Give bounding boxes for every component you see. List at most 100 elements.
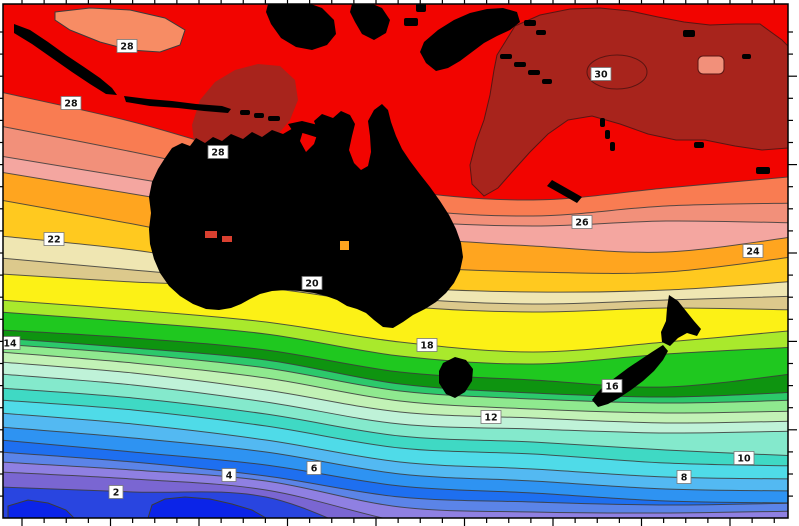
cold-pool-1 [7, 499, 75, 518]
contour-label-box [60, 96, 82, 110]
contour-line-12 [3, 361, 788, 424]
contour-line-6 [3, 439, 788, 504]
contour-line-13 [3, 351, 788, 414]
contour-label-value: 24 [746, 247, 760, 258]
land-island-speck-3 [742, 54, 751, 59]
land-tasmania [439, 357, 473, 398]
contour-label-box [416, 338, 438, 352]
contour-label-28: 28 [60, 96, 82, 110]
contour-label-8: 8 [676, 470, 692, 484]
land-solomon-2 [514, 62, 526, 67]
land-solomon-4 [542, 79, 552, 84]
contour-label-box [480, 410, 502, 424]
contour-label-box [306, 461, 322, 475]
contour-label-box [733, 451, 755, 465]
contour-label-box [601, 379, 623, 393]
land-halmahera [404, 18, 418, 26]
contour-line-8 [3, 412, 788, 480]
contour-line-11 [3, 373, 788, 434]
contour-label-box [108, 485, 124, 499]
contour-label-value: 14 [3, 339, 17, 350]
land-java [124, 96, 231, 113]
land-morotai [416, 4, 426, 12]
lake-eyre-anomaly [340, 241, 349, 250]
land-timor [288, 121, 344, 143]
land-lesser-sunda-3 [268, 116, 280, 121]
cold-pool-2 [147, 496, 268, 518]
contour-label-20: 20 [301, 276, 323, 290]
contour-label-box [221, 468, 237, 482]
contour-line-7 [3, 426, 788, 492]
contour-label-value: 4 [226, 471, 233, 482]
warm-pool-cool-spot [697, 55, 725, 75]
land-new-zealand-north-island [661, 295, 701, 346]
contour-label-value: 26 [575, 218, 589, 229]
contour-label-box [3, 336, 21, 350]
contour-line-5 [3, 451, 788, 506]
land-borneo [266, 4, 336, 50]
contour-line-10 [3, 387, 788, 457]
contour-line-3 [3, 471, 385, 518]
contour-label-box [43, 232, 65, 246]
contour-label-12: 12 [480, 410, 502, 424]
contour-label-value: 12 [484, 413, 497, 424]
contour-label-16: 16 [601, 379, 623, 393]
contour-label-value: 2 [113, 488, 120, 499]
contour-label-box [116, 39, 138, 53]
contour-label-value: 18 [420, 341, 434, 352]
land-island-speck-1 [756, 167, 770, 174]
land-sulawesi [350, 4, 390, 40]
contour-label-10: 10 [733, 451, 755, 465]
contour-label-14: 14 [3, 336, 21, 350]
contour-label-value: 20 [305, 279, 319, 290]
contour-line-4 [3, 461, 788, 514]
contour-line-2 [3, 486, 330, 518]
contour-line-15 [3, 337, 788, 398]
contour-line-16 [3, 329, 788, 388]
land-fiji [694, 142, 704, 148]
contour-label-box [590, 67, 612, 81]
land-sumatra [14, 24, 117, 95]
land-solomon-3 [528, 70, 540, 75]
contour-label-2: 2 [108, 485, 124, 499]
contour-label-value: 6 [311, 464, 318, 475]
contour-label-18: 18 [416, 338, 438, 352]
contour-line-9 [3, 399, 788, 467]
land-vanuatu-2 [605, 130, 610, 139]
land-vanuatu-3 [610, 142, 615, 151]
contour-label-value: 28 [64, 99, 78, 110]
land-island-speck-2 [683, 30, 695, 37]
inland-lake-anomaly-1 [205, 231, 217, 238]
contour-label-box [301, 276, 323, 290]
contour-labels: 28 28 30 26 24 22 20 18 16 14 12 10 8 6 4 2 [3, 39, 764, 499]
contour-label-value: 30 [594, 70, 608, 81]
contour-label-4: 4 [221, 468, 237, 482]
land-new-caledonia [547, 180, 582, 203]
contour-label-box [571, 215, 593, 229]
contour-label-22: 22 [43, 232, 65, 246]
contour-label-value: 16 [605, 382, 619, 393]
contour-label-value: 28 [211, 148, 225, 159]
land-vanuatu-1 [600, 118, 605, 127]
inland-lake-anomaly-2 [222, 236, 232, 242]
contour-label-value: 22 [47, 235, 60, 246]
inner-contour-loop [586, 54, 648, 90]
land-solomon-1 [500, 54, 512, 59]
contour-line-14 [3, 343, 788, 404]
contour-label-value: 10 [737, 454, 751, 465]
contour-label-box [207, 145, 229, 159]
contour-label-30: 30 [590, 67, 612, 81]
land-new-guinea [420, 8, 520, 71]
contour-label-box [742, 244, 764, 258]
contour-label-6: 6 [306, 461, 322, 475]
contour-label-box [676, 470, 692, 484]
landmass-layer [14, 4, 770, 407]
land-lesser-sunda-1 [240, 110, 250, 115]
map-frame [2, 3, 789, 519]
contour-lines [3, 92, 788, 518]
land-new-britain [524, 20, 536, 26]
warm-pool-30 [469, 7, 788, 197]
